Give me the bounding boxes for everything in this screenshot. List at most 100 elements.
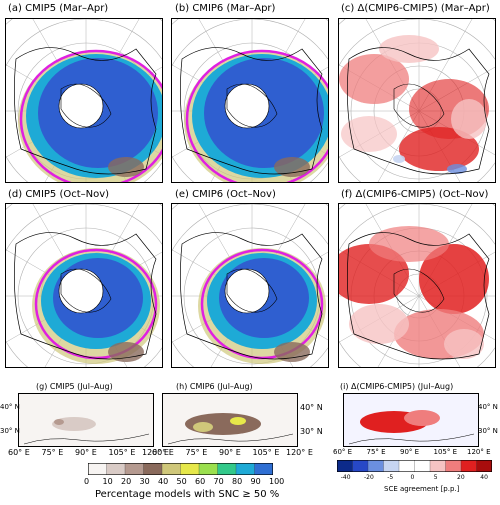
- panel-e-map: [171, 203, 329, 368]
- colorbar-left: [88, 463, 273, 475]
- snow-region: [54, 419, 64, 425]
- arctic-ocean: [58, 83, 104, 129]
- colorbar-tick-label: 90: [250, 477, 261, 486]
- snow-line-contour: [19, 49, 162, 182]
- regional-map-graphic: [163, 394, 297, 446]
- panel-i-title: (i) Δ(CMIP6-CMIP5) (Jul–Aug): [340, 382, 454, 391]
- colorbar-segment: [476, 460, 492, 472]
- colorbar-segment: [88, 463, 107, 475]
- coastline-inner: [226, 83, 278, 128]
- lon-label: 75° E: [185, 448, 208, 457]
- lat-label-40-left: 40° N: [0, 403, 20, 411]
- panel-h-title: (h) CMIP6 (Jul–Aug): [176, 382, 253, 391]
- difference-blob: [444, 329, 484, 359]
- tibet-snow: [274, 157, 310, 177]
- colorbar-tick-label: 50: [176, 477, 187, 486]
- coastline: [180, 47, 323, 175]
- colorbar-tick-label: 20: [457, 474, 465, 481]
- snow-region-core: [230, 417, 246, 425]
- panel-f-map: [338, 203, 496, 368]
- difference-blob: [369, 226, 449, 262]
- coastline: [14, 232, 157, 360]
- tibet-snow: [108, 157, 144, 177]
- colorbar-tick-label: -20: [364, 474, 374, 481]
- colorbar-segment: [180, 463, 200, 475]
- colorbar-frame: [88, 463, 273, 475]
- panel-b-title: (b) CMIP6 (Mar–Apr): [175, 3, 276, 14]
- colorbar-tick-label: 5: [433, 474, 438, 481]
- arctic-ocean: [58, 268, 104, 314]
- panel-c-map: [338, 18, 496, 183]
- lon-label: 105° E: [433, 448, 458, 456]
- snow-line-contour: [185, 49, 328, 182]
- border-line: [348, 433, 475, 445]
- difference-blob: [451, 99, 487, 139]
- lon-label: 120° E: [142, 448, 169, 457]
- panel-b-map: [171, 18, 329, 183]
- colorbar-segment: [352, 460, 369, 472]
- polar-map-graphic: [339, 19, 495, 182]
- colorbar-segment: [337, 460, 353, 472]
- lon-label: 60° E: [8, 448, 30, 457]
- panel-d-map: [5, 203, 163, 368]
- lat-label-30-mid: 30° N: [300, 427, 323, 436]
- snow-region-core: [193, 422, 213, 432]
- colorbar-segment: [124, 463, 144, 475]
- colorbar-right: [337, 460, 492, 472]
- panel-a-title: (a) CMIP5 (Mar–Apr): [8, 3, 109, 14]
- panel-d-title: (d) CMIP5 (Oct–Nov): [8, 189, 110, 200]
- colorbar-segment: [161, 463, 181, 475]
- colorbar-tick-label: 30: [139, 477, 150, 486]
- difference-blob: [341, 116, 397, 152]
- arctic-ocean: [224, 83, 270, 129]
- negative-blob: [393, 155, 405, 163]
- colorbar-segment: [235, 463, 255, 475]
- coastline-inner: [60, 83, 112, 128]
- panel-h-map: [162, 393, 298, 447]
- lon-label: 90° E: [219, 448, 241, 457]
- panel-f-title: (f) Δ(CMIP6-CMIP5) (Oct–Nov): [341, 189, 489, 200]
- colorbar-segment: [445, 460, 462, 472]
- lon-label: 75° E: [41, 448, 64, 457]
- lon-label: 120° E: [286, 448, 313, 457]
- lon-label: 90° E: [75, 448, 97, 457]
- colorbar-tick-label: 10: [102, 477, 113, 486]
- colorbar-segment: [217, 463, 237, 475]
- lon-label: 105° E: [108, 448, 136, 457]
- colorbar-segment: [460, 460, 477, 472]
- arctic-ocean: [224, 268, 270, 314]
- panel-i-map: [343, 393, 479, 447]
- panel-c-title: (c) Δ(CMIP6-CMIP5) (Mar–Apr): [341, 3, 490, 14]
- panel-a-map: [5, 18, 163, 183]
- coastline-inner: [393, 83, 445, 128]
- difference-blob: [349, 304, 409, 344]
- coastline-inner: [226, 268, 278, 313]
- colorbar-right-title: SCE agreement [p.p.]: [384, 485, 460, 493]
- lat-label-40-mid: 40° N: [300, 403, 323, 412]
- colorbar-segment: [143, 463, 163, 475]
- polar-map-graphic: [172, 19, 328, 182]
- coastline: [347, 232, 490, 360]
- colorbar-segment: [398, 460, 415, 472]
- coastline: [14, 47, 157, 175]
- lon-label: 105° E: [252, 448, 280, 457]
- lon-label: 75° E: [366, 448, 386, 456]
- colorbar-tick-label: 80: [232, 477, 243, 486]
- regional-map-graphic: [344, 394, 478, 446]
- coastline-inner: [393, 268, 445, 313]
- colorbar-segment: [414, 460, 431, 472]
- colorbar-segment: [198, 463, 218, 475]
- polar-map-graphic: [339, 204, 495, 367]
- lon-label: 60° E: [152, 448, 174, 457]
- polar-map-graphic: [172, 204, 328, 367]
- panel-e-title: (e) CMIP6 (Oct–Nov): [175, 189, 276, 200]
- colorbar-tick-label: 40: [480, 474, 488, 481]
- colorbar-tick-label: -40: [340, 474, 351, 481]
- tibet-snow: [108, 342, 144, 362]
- colorbar-segment: [429, 460, 446, 472]
- difference-blob: [419, 244, 489, 314]
- lat-label-30-left: 30° N: [0, 427, 20, 435]
- polar-map-graphic: [6, 19, 162, 182]
- border-line: [167, 433, 294, 445]
- panel-g-title: (g) CMIP5 (Jul–Aug): [36, 382, 113, 391]
